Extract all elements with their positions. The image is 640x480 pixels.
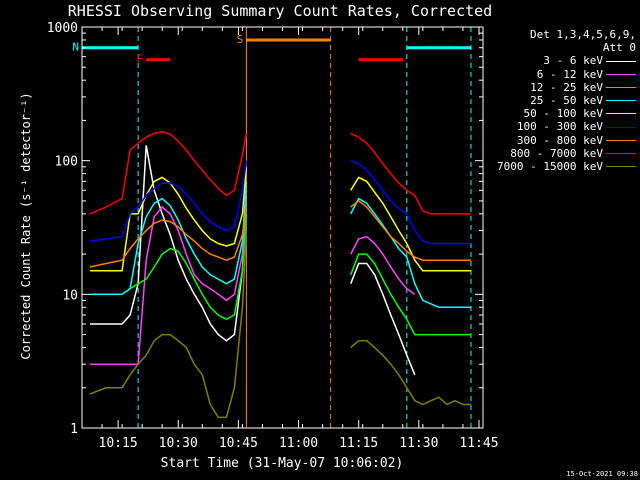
legend-label: 300 - 800 keV <box>516 133 603 147</box>
series-100-300-kev <box>350 159 471 245</box>
x-tick-label: 11:00 <box>279 436 318 451</box>
chart-title: RHESSI Observing Summary Count Rates, Co… <box>68 2 492 20</box>
legend-item: 7000 - 15000 keV <box>497 160 636 173</box>
series-100-300-kev <box>89 160 248 242</box>
legend-item: 6 - 12 keV <box>497 68 636 81</box>
series-6-12-kev <box>350 235 416 295</box>
series-3-6-kev <box>90 145 248 342</box>
legend-item: 50 - 100 keV <box>497 107 636 120</box>
legend-swatch <box>606 113 636 115</box>
legend-title: Det 1,3,4,5,6,9, <box>530 28 636 41</box>
y-tick-label: 1 <box>70 422 78 437</box>
legend-swatch <box>606 73 636 75</box>
x-tick-label: 11:15 <box>339 436 378 451</box>
legend-label: 12 - 25 keV <box>530 80 603 94</box>
x-tick-label: 11:30 <box>399 436 438 451</box>
timestamp: 15-Oct-2021 09:38 <box>566 470 638 478</box>
legend-label: 800 - 7000 keV <box>510 146 603 160</box>
series-800-7000-kev <box>89 130 248 215</box>
flare-bar-label: F <box>137 53 144 66</box>
legend-swatch <box>606 100 636 102</box>
legend-label: 100 - 300 keV <box>516 120 603 134</box>
x-tick-label: 11:45 <box>459 436 498 451</box>
series-800-7000-kev <box>350 132 471 215</box>
y-tick-label: 100 <box>55 155 78 170</box>
legend-swatch <box>606 166 636 168</box>
legend-swatch <box>606 152 636 154</box>
legend-item: 12 - 25 keV <box>497 81 636 94</box>
series-6-12-kev <box>90 190 248 365</box>
legend-swatch <box>606 139 636 141</box>
series-3-6-kev <box>350 262 416 376</box>
y-axis-label: Corrected Count Rate (s⁻¹ detector⁻¹) <box>19 92 33 359</box>
series-25-50-kev <box>90 181 248 296</box>
series-7000-15000-kev <box>350 339 471 406</box>
legend-label: 7000 - 15000 keV <box>497 160 603 174</box>
legend-item: 25 - 50 keV <box>497 94 636 107</box>
y-tick-label: 1000 <box>47 21 78 36</box>
night-bar-label: N <box>72 41 79 54</box>
legend-swatch <box>606 60 636 62</box>
series-25-50-kev <box>350 197 471 309</box>
x-axis-label: Start Time (31-May-07 10:06:02) <box>161 456 404 471</box>
plot-frame <box>81 26 484 429</box>
series-7000-15000-kev <box>89 230 248 419</box>
x-tick-label: 10:15 <box>99 436 138 451</box>
x-tick-label: 10:30 <box>159 436 198 451</box>
legend-label: 3 - 6 keV <box>543 54 603 68</box>
series-50-100-kev <box>350 176 471 272</box>
legend-swatch <box>606 126 636 128</box>
legend-label: 6 - 12 keV <box>536 67 603 81</box>
y-tick-label: 10 <box>62 288 78 303</box>
legend-item: 3 - 6 keV <box>497 54 636 67</box>
legend-title: Att 0 <box>602 41 636 55</box>
legend-label: 50 - 100 keV <box>523 107 603 121</box>
legend-item: 800 - 7000 keV <box>497 147 636 160</box>
x-tick-label: 10:45 <box>219 436 258 451</box>
legend-label: 25 - 50 keV <box>530 94 603 108</box>
series-300-800-kev <box>89 206 248 268</box>
legend-swatch <box>606 86 636 88</box>
series-300-800-kev <box>350 199 471 261</box>
saa-bar-label: S <box>237 33 244 46</box>
legend-item: 100 - 300 keV <box>497 120 636 133</box>
legend-item: 300 - 800 keV <box>497 134 636 147</box>
series-12-25-kev <box>350 253 471 336</box>
